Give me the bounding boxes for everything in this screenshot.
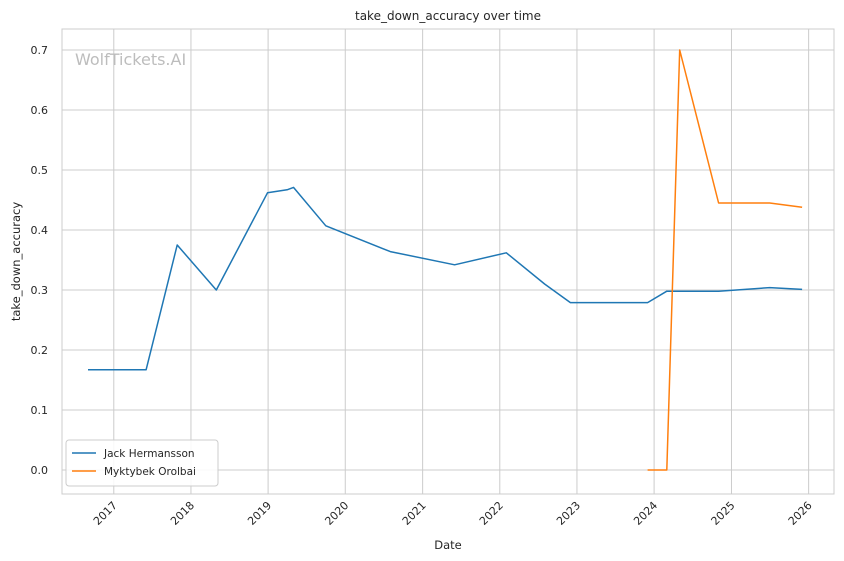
x-tick-label: 2025 — [709, 499, 738, 528]
y-tick-label: 0.4 — [31, 224, 49, 237]
x-tick-label: 2020 — [322, 499, 351, 528]
plot-area — [61, 28, 835, 495]
y-tick-label: 0.0 — [31, 464, 49, 477]
y-tick-label: 0.3 — [31, 284, 49, 297]
x-tick-label: 2026 — [786, 499, 815, 528]
x-tick-label: 2019 — [245, 499, 274, 528]
x-tick-label: 2018 — [168, 499, 197, 528]
x-tick-label: 2022 — [477, 499, 506, 528]
legend: Jack Hermansson Myktybek Orolbai — [65, 439, 219, 487]
y-tick-label: 0.1 — [31, 404, 49, 417]
x-tick-label: 2017 — [91, 499, 120, 528]
x-tick-label: 2023 — [554, 499, 583, 528]
legend-label: Jack Hermansson — [103, 448, 195, 460]
grid — [62, 29, 834, 494]
watermark: WolfTickets.AI — [75, 50, 186, 69]
legend-label: Myktybek Orolbai — [104, 466, 196, 478]
y-tick-label: 0.7 — [31, 44, 49, 57]
legend-box — [65, 439, 219, 487]
x-tick-label: 2024 — [631, 499, 660, 528]
x-axis-label: Date — [434, 538, 462, 552]
y-axis-label: take_down_accuracy — [9, 202, 23, 321]
chart-title: take_down_accuracy over time — [355, 9, 541, 23]
y-tick-label: 0.2 — [31, 344, 49, 357]
y-tick-label: 0.6 — [31, 104, 49, 117]
series-line — [647, 49, 803, 471]
series-line — [88, 186, 803, 371]
x-tick-label: 2021 — [400, 499, 429, 528]
series-lines — [88, 49, 803, 471]
y-tick-label: 0.5 — [31, 164, 49, 177]
